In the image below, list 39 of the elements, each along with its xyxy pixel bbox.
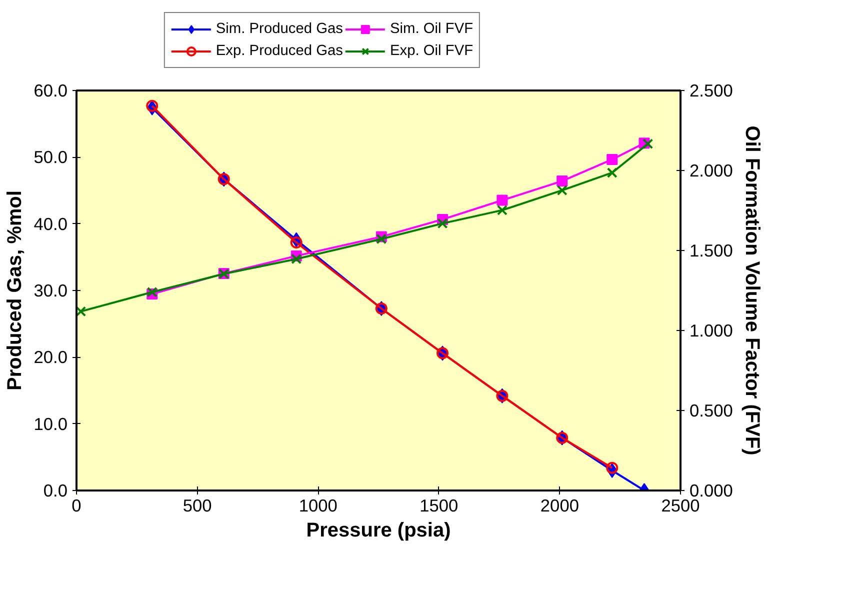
point	[496, 194, 508, 206]
point	[290, 236, 302, 248]
point	[556, 185, 568, 196]
y2-axis-title: Oil Formation Volume Factor (FVF)	[740, 126, 763, 456]
point	[556, 176, 568, 187]
y-tick-label: 50.0	[34, 147, 68, 168]
y2-tick-label: 2.500	[690, 80, 733, 100]
point	[291, 254, 302, 264]
x-tick-label: 1500	[420, 496, 458, 516]
point	[146, 286, 158, 298]
y-tick-label: 20.0	[34, 347, 68, 368]
y2-tick-label: 0.500	[690, 400, 733, 420]
legend-label: Sim. Produced Gas	[216, 21, 343, 37]
point	[376, 234, 387, 244]
y-tick-label: 0.0	[43, 480, 68, 500]
x-tick-label: 2000	[540, 496, 579, 516]
point	[606, 462, 618, 474]
y-tick-label: 40.0	[34, 214, 68, 234]
legend-label: Sim. Oil FVF	[390, 21, 474, 37]
point	[146, 100, 158, 112]
y-tick-label: 60.0	[34, 80, 68, 100]
legend-label: Exp. Produced Gas	[216, 43, 343, 59]
x-tick-label: 1000	[298, 496, 338, 516]
y-tick-label: 30.0	[34, 280, 68, 300]
legend-label: Exp. Oil FVF	[390, 43, 474, 59]
point	[496, 204, 508, 216]
point	[76, 306, 86, 317]
y-axis-title: Produced Gas, %mol	[4, 190, 26, 391]
x-axis-title: Pressure (psia)	[306, 520, 451, 542]
point	[642, 138, 654, 150]
y2-tick-label: 1.500	[690, 240, 733, 260]
x-tick-label: 500	[182, 496, 212, 516]
point	[606, 154, 618, 165]
x-tick-label: 0	[72, 496, 82, 516]
y-tick-label: 10.0	[34, 414, 68, 434]
point	[606, 167, 618, 178]
point	[437, 218, 448, 229]
y2-tick-label: 2.000	[690, 160, 733, 180]
y2-tick-label: 1.000	[690, 320, 733, 340]
